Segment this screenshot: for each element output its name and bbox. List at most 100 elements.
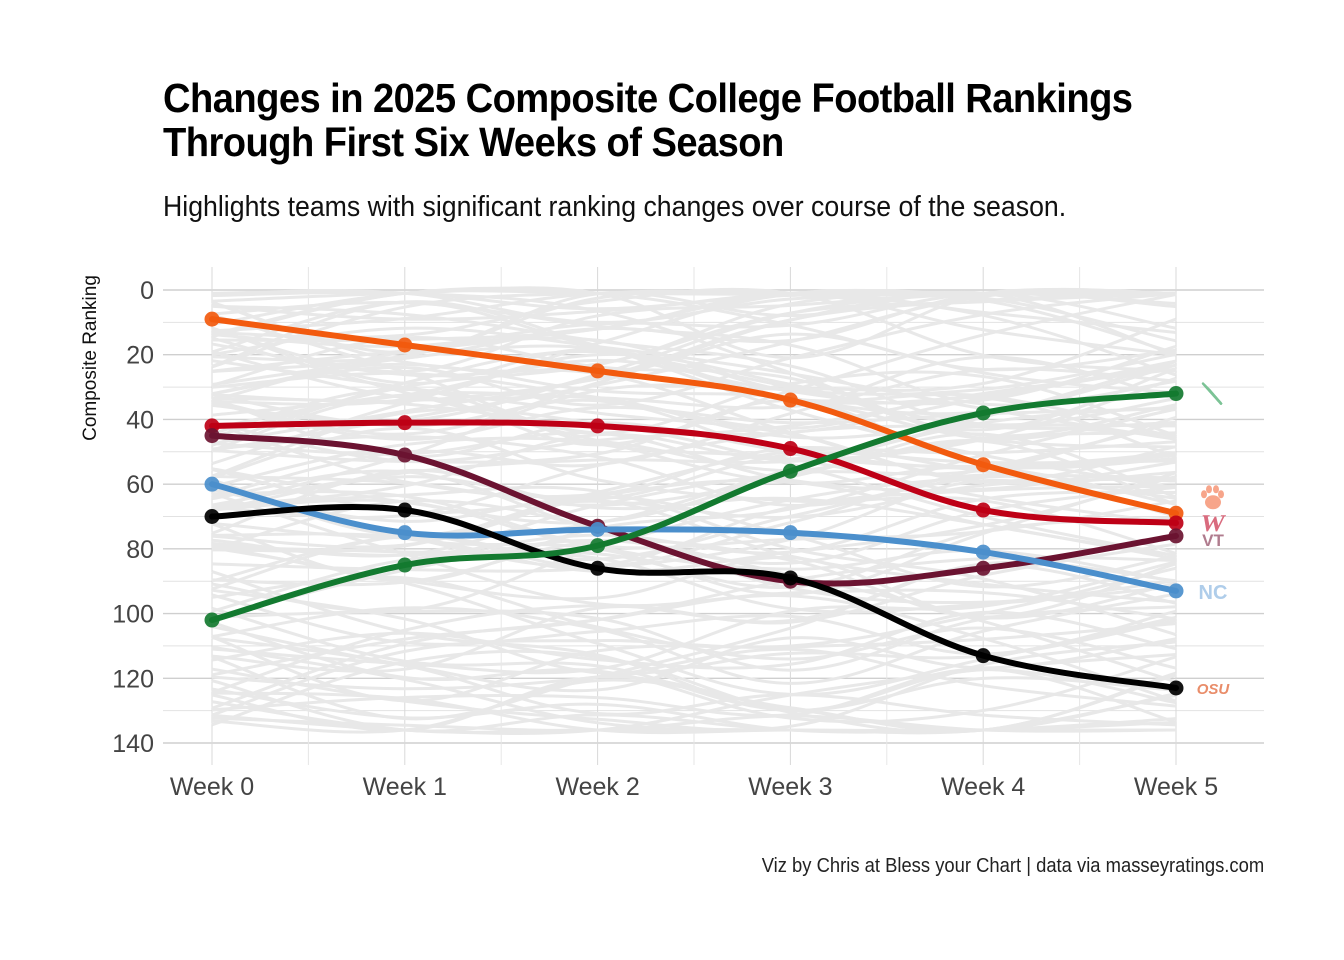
data-point: [975, 457, 991, 473]
data-point: [204, 509, 220, 524]
background-team-line: [211, 485, 1177, 637]
background-team-line: [211, 289, 1177, 326]
y-tick-label: 120: [112, 665, 154, 693]
background-team-line: [211, 291, 1177, 436]
data-point: [204, 311, 220, 327]
x-tick-label: Week 2: [555, 773, 639, 801]
data-point: [590, 418, 606, 434]
series-north-texas: [204, 386, 1184, 628]
osu-icon: OSU: [1197, 681, 1231, 698]
data-point: [782, 463, 798, 479]
axes: 0 20 40 60 80 100 120 140 Week 0 Week 1 Week 2 Week…: [112, 277, 1218, 801]
background-team-line: [211, 606, 1177, 712]
chart-title-line-2: Through First Six Weeks of Season: [163, 119, 784, 165]
y-tick-label: 40: [126, 406, 154, 434]
data-point: [782, 441, 798, 457]
data-point: [975, 560, 991, 576]
motion-w-icon: W: [1199, 510, 1228, 537]
highlighted-series: [204, 311, 1184, 696]
y-tick-label: 140: [112, 730, 154, 758]
background-team-line: [211, 675, 1177, 732]
data-point: [782, 570, 798, 586]
chart-subtitle: Highlights teams with significant rankin…: [163, 191, 1067, 223]
series-line: [209, 481, 1179, 594]
y-tick-label: 100: [112, 601, 154, 629]
svg-text:NC: NC: [1199, 582, 1228, 604]
data-point: [590, 560, 606, 576]
data-point: [1168, 680, 1184, 696]
background-team-line: [211, 304, 1177, 427]
background-team-line: [211, 539, 1177, 619]
data-point: [975, 502, 991, 518]
series-line: [209, 503, 1179, 691]
data-point: [397, 557, 413, 573]
series-line: [209, 316, 1179, 517]
background-team-line: [211, 588, 1177, 676]
data-point: [397, 447, 413, 463]
x-tick-label: Week 5: [1134, 773, 1218, 801]
data-point: [204, 612, 220, 628]
y-tick-label: 60: [126, 471, 154, 499]
data-point: [397, 337, 413, 353]
series-virginia-tech: [204, 428, 1184, 589]
x-tick-label: Week 1: [363, 773, 447, 801]
svg-text:VT: VT: [1202, 531, 1224, 550]
background-team-line: [211, 362, 1177, 449]
background-team-line: [211, 542, 1177, 673]
data-point: [397, 525, 413, 541]
data-point: [590, 538, 606, 554]
background-team-line: [211, 326, 1177, 441]
data-point: [975, 405, 991, 421]
svg-text:OSU: OSU: [1197, 681, 1231, 698]
series-wisconsin: [204, 415, 1184, 531]
chart-title-line-1: Changes in 2025 Composite College Footba…: [163, 75, 1133, 121]
background-team-line: [211, 566, 1177, 717]
background-team-line: [211, 575, 1177, 670]
series-north-carolina: [204, 476, 1184, 599]
background-team-line: [211, 355, 1177, 499]
nc-interlock-icon: NC: [1199, 582, 1228, 604]
data-point: [782, 525, 798, 541]
data-point: [975, 648, 991, 664]
chart-caption: Viz by Chris at Bless your Chart | data …: [761, 855, 1264, 877]
series-line: [209, 432, 1179, 587]
background-team-line: [211, 473, 1177, 591]
background-team-line: [211, 349, 1177, 447]
background-team-line: [211, 291, 1177, 407]
x-tick-label: Week 0: [170, 773, 254, 801]
background-team-line: [211, 421, 1177, 507]
background-team-line: [211, 469, 1177, 566]
y-tick-label: 20: [126, 342, 154, 370]
x-tick-label: Week 3: [748, 773, 832, 801]
background-team-line: [211, 649, 1177, 734]
y-tick-label: 80: [126, 536, 154, 564]
chart-title: Changes in 2025 Composite College Footba…: [163, 76, 1205, 164]
background-team-line: [211, 290, 1177, 357]
data-point: [1168, 528, 1184, 544]
eagle-icon: [1201, 382, 1223, 405]
series-line: [209, 419, 1179, 526]
tiger-paw-icon: [1201, 485, 1224, 510]
data-point: [397, 502, 413, 518]
series-line: [209, 390, 1179, 624]
data-point: [590, 363, 606, 379]
data-point: [1168, 386, 1184, 402]
background-team-line: [211, 367, 1177, 430]
data-point: [782, 392, 798, 408]
vt-icon: VT: [1202, 531, 1224, 550]
y-tick-label: 0: [140, 277, 154, 305]
x-tick-label: Week 4: [941, 773, 1025, 801]
svg-text:W: W: [1199, 510, 1228, 537]
background-team-line: [211, 625, 1177, 693]
background-team-line: [211, 342, 1177, 485]
data-point: [1168, 583, 1184, 599]
data-point: [204, 476, 220, 492]
data-point: [1168, 515, 1184, 531]
data-point: [397, 415, 413, 431]
background-team-line: [211, 594, 1177, 710]
data-point: [975, 544, 991, 560]
team-logos: WVT NC OSU: [1197, 382, 1231, 698]
background-team-line: [211, 647, 1177, 708]
background-team-line: [211, 545, 1177, 614]
data-point: [590, 521, 606, 537]
